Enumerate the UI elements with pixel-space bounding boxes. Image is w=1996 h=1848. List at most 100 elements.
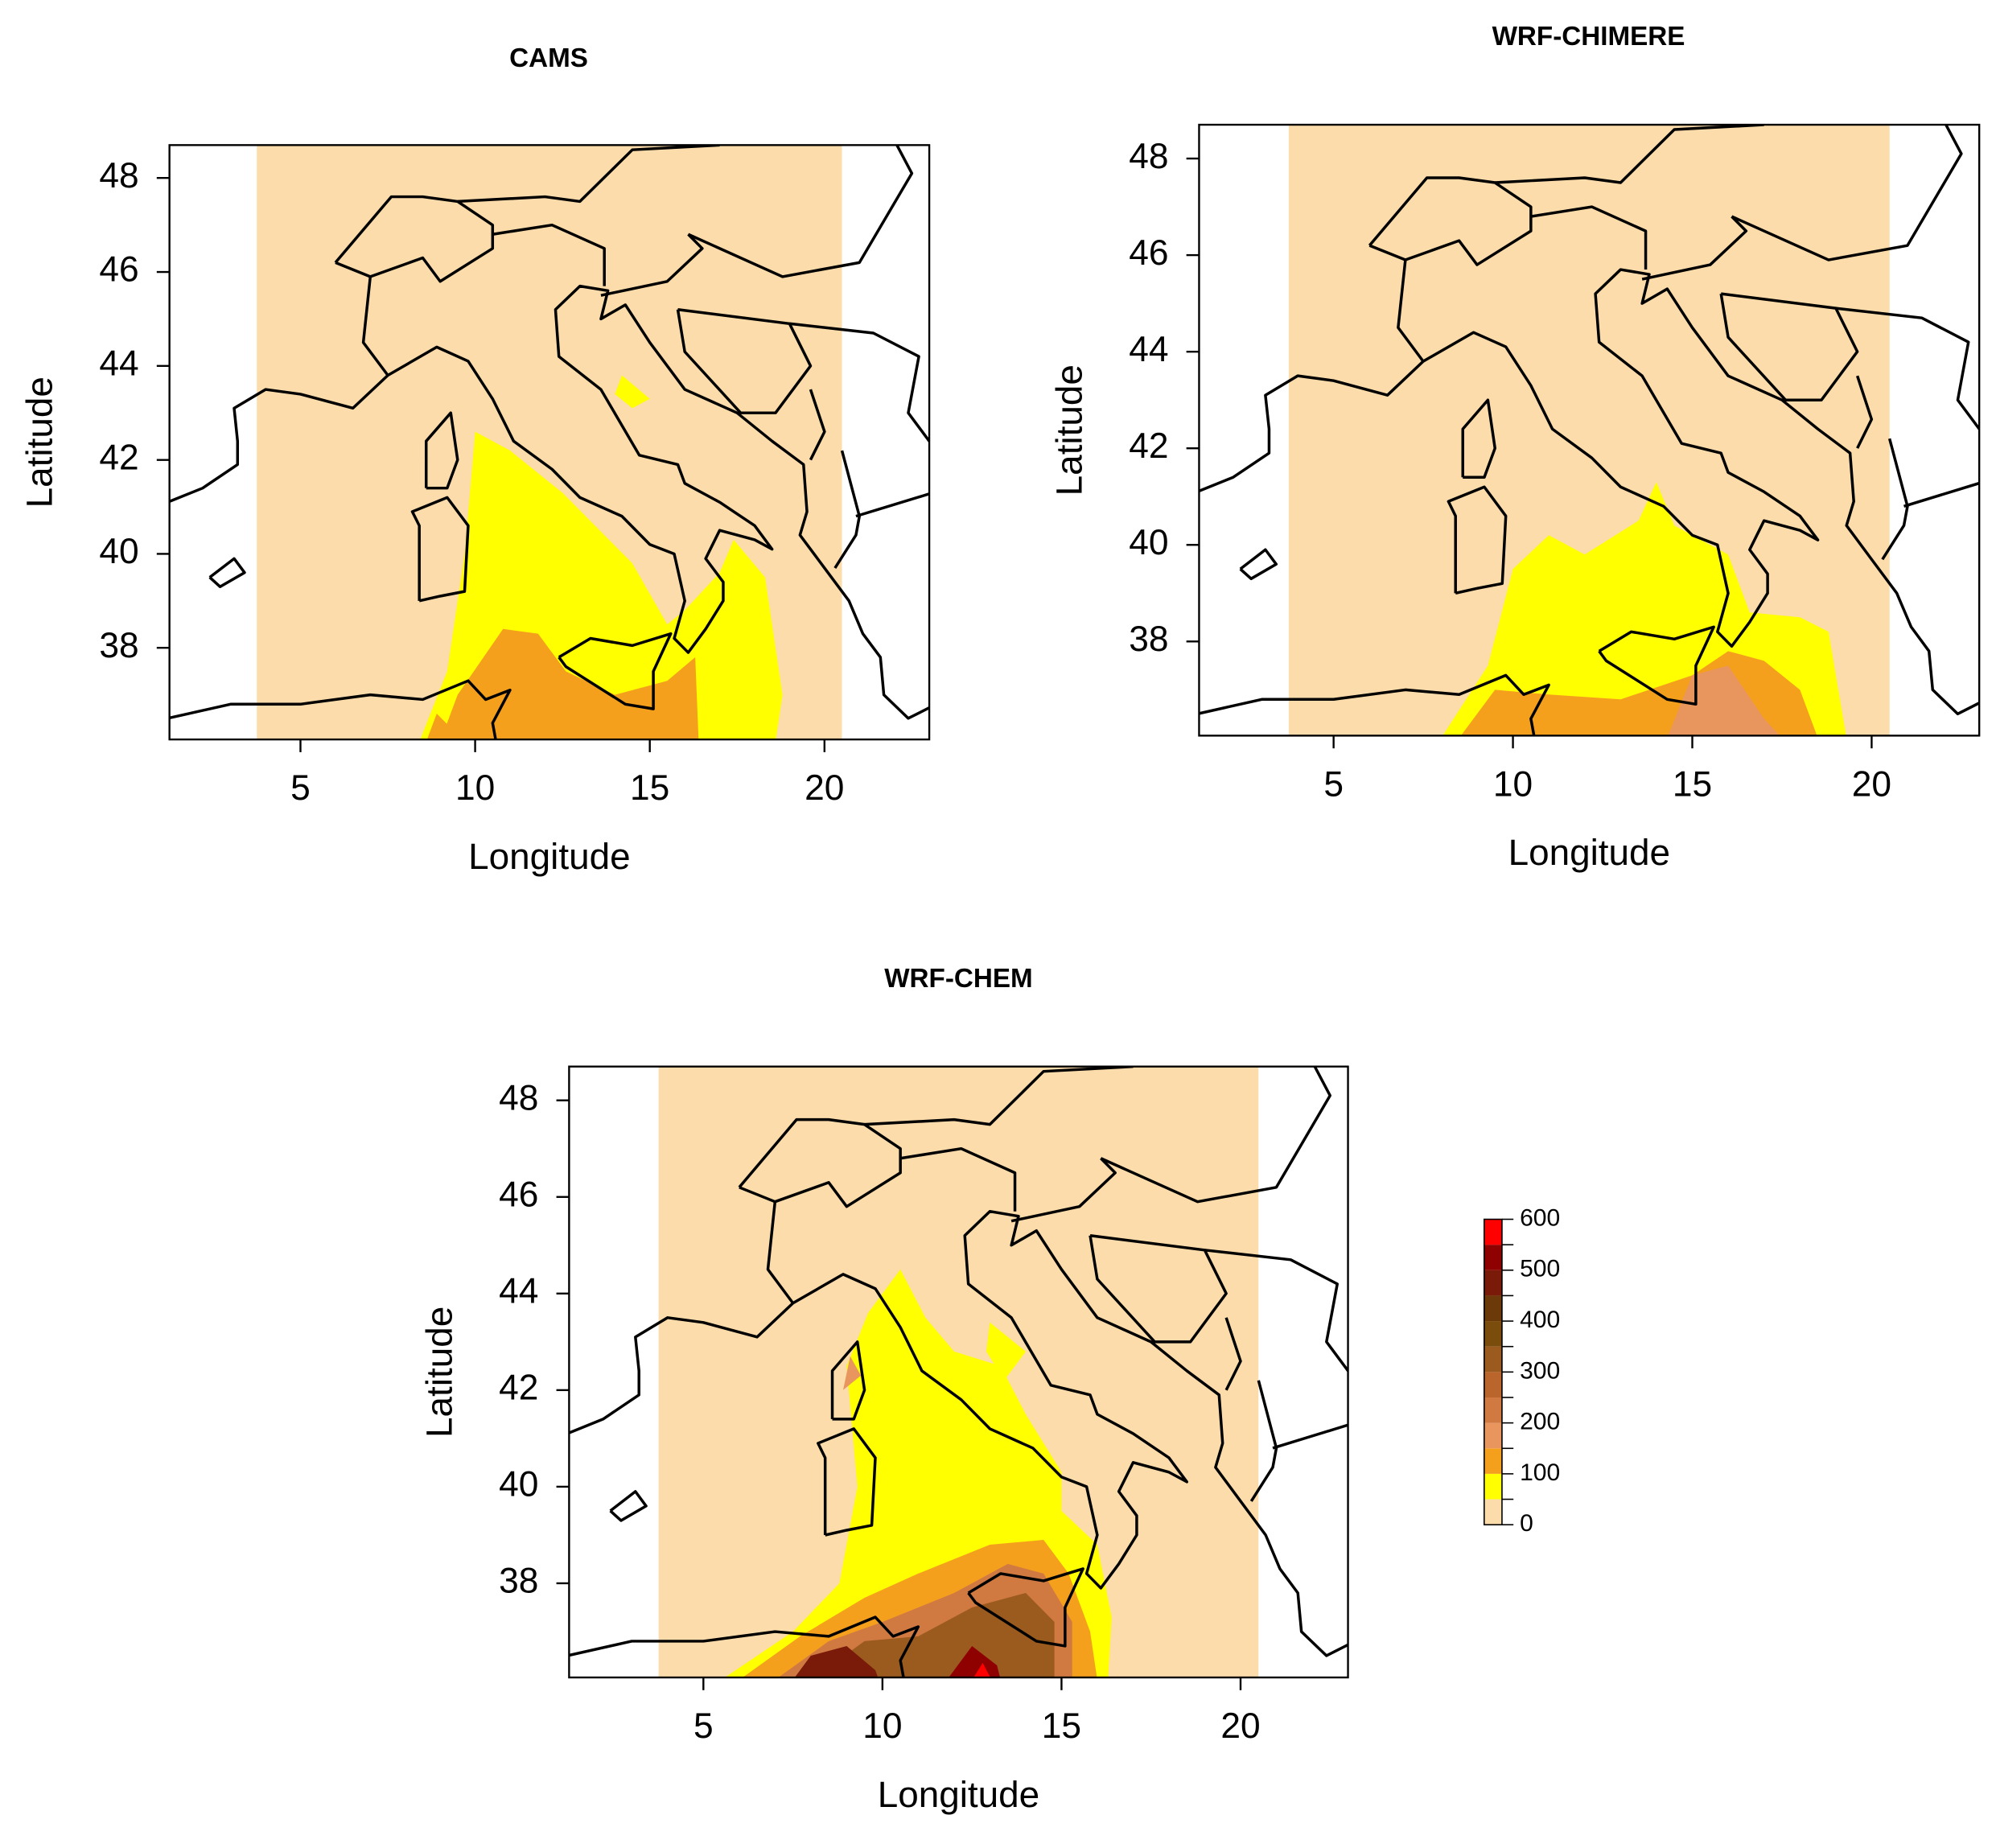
concentration-area bbox=[986, 1322, 1026, 1381]
x-tick-label: 15 bbox=[630, 768, 669, 808]
coastline bbox=[1903, 481, 1980, 508]
coastline bbox=[687, 145, 914, 278]
map-panel: 5 10 15 20 38 40 42 44 46 48 WRF-CHEM Longitude Lati… bbox=[418, 964, 1349, 1815]
coastline bbox=[1272, 1423, 1348, 1450]
coastline bbox=[1641, 215, 1748, 281]
y-tick-label: 40 bbox=[99, 532, 138, 571]
y-tick-label: 42 bbox=[499, 1369, 538, 1408]
map-title: CAMS bbox=[509, 43, 588, 73]
y-tick-label: 38 bbox=[499, 1562, 538, 1601]
coastline bbox=[361, 276, 389, 377]
x-tick-label: 15 bbox=[1042, 1706, 1081, 1746]
y-tick-label: 46 bbox=[99, 250, 138, 290]
y-tick-label: 44 bbox=[99, 344, 138, 384]
map-title: WRF-CHIMERE bbox=[1492, 22, 1685, 51]
map-panel: 5 10 15 20 38 40 42 44 46 48 CAMS Longitude Latitude bbox=[19, 43, 931, 877]
coastline bbox=[1249, 1380, 1278, 1502]
y-axis-label: Latitude bbox=[19, 377, 60, 508]
coastline bbox=[558, 632, 673, 710]
coastline bbox=[809, 389, 826, 461]
color-bar-label: 600 bbox=[1520, 1204, 1560, 1231]
color-bar-label: 100 bbox=[1520, 1459, 1560, 1486]
coastline bbox=[410, 496, 470, 603]
y-tick-label: 48 bbox=[1129, 137, 1168, 176]
x-tick-label: 10 bbox=[455, 768, 495, 808]
y-tick-label: 38 bbox=[99, 626, 138, 665]
y-tick-label: 40 bbox=[1129, 523, 1168, 562]
coastline bbox=[789, 322, 930, 444]
concentration-area bbox=[949, 1645, 1001, 1678]
coastline bbox=[1461, 398, 1496, 479]
coastline bbox=[1881, 438, 1909, 561]
x-tick-label: 15 bbox=[1673, 764, 1712, 804]
x-axis-label: Longitude bbox=[878, 1773, 1039, 1815]
coastline bbox=[1199, 673, 1550, 736]
color-bar-segment bbox=[1484, 1245, 1502, 1270]
coastline bbox=[738, 1117, 902, 1208]
plot-frame bbox=[568, 1065, 1349, 1679]
plot-frame bbox=[1198, 123, 1981, 737]
x-tick-label: 20 bbox=[1852, 764, 1891, 804]
x-tick-label: 20 bbox=[1220, 1706, 1260, 1746]
coastline bbox=[1010, 1157, 1117, 1223]
concentration-area bbox=[615, 375, 650, 409]
map-area bbox=[1199, 125, 1980, 736]
x-tick-label: 10 bbox=[1493, 764, 1533, 804]
color-bar-segment bbox=[1484, 1295, 1502, 1322]
y-tick-label: 46 bbox=[499, 1175, 538, 1214]
coastline bbox=[600, 233, 704, 297]
x-tick-label: 5 bbox=[1323, 764, 1344, 804]
y-axis-label: Latitude bbox=[1047, 364, 1089, 496]
color-bar-label: 300 bbox=[1520, 1357, 1560, 1384]
x-tick-label: 10 bbox=[862, 1706, 902, 1746]
y-tick-label: 46 bbox=[1129, 233, 1168, 273]
coastline bbox=[569, 1615, 920, 1678]
coastline bbox=[1224, 1317, 1242, 1391]
color-bar-segment bbox=[1484, 1270, 1502, 1296]
concentration-area bbox=[441, 628, 699, 740]
y-tick-label: 44 bbox=[1129, 330, 1168, 369]
y-axis-label: Latitude bbox=[418, 1307, 459, 1438]
coastline bbox=[169, 679, 512, 740]
coastline bbox=[1199, 268, 1980, 716]
coastline bbox=[1100, 1066, 1331, 1204]
coastline bbox=[569, 1209, 1348, 1657]
color-bar-segment bbox=[1484, 1473, 1502, 1500]
coastline bbox=[334, 195, 495, 283]
color-bar-label: 0 bbox=[1520, 1510, 1533, 1537]
coastline bbox=[169, 284, 930, 720]
coastline bbox=[899, 1146, 1017, 1212]
plot-frame bbox=[168, 144, 931, 741]
x-axis-label: Longitude bbox=[1508, 831, 1670, 873]
x-axis-label: Longitude bbox=[468, 835, 630, 877]
color-bar-segment bbox=[1484, 1372, 1502, 1397]
coastline bbox=[492, 223, 606, 286]
y-tick-label: 42 bbox=[99, 438, 138, 477]
y-tick-label: 38 bbox=[1129, 619, 1168, 659]
coastline bbox=[1598, 625, 1715, 706]
y-tick-label: 44 bbox=[499, 1272, 538, 1311]
coastline bbox=[864, 1066, 1134, 1126]
x-tick-label: 5 bbox=[693, 1706, 714, 1746]
y-tick-label: 48 bbox=[499, 1078, 538, 1117]
concentration-area bbox=[842, 1356, 862, 1390]
coastline bbox=[424, 411, 459, 490]
y-tick-label: 40 bbox=[499, 1465, 538, 1504]
coastline bbox=[1204, 1249, 1348, 1373]
color-bar-frame bbox=[1484, 1218, 1503, 1525]
color-bar-label: 500 bbox=[1520, 1256, 1560, 1282]
x-tick-label: 20 bbox=[805, 768, 844, 808]
color-bar-segment bbox=[1484, 1219, 1502, 1245]
x-tick-label: 5 bbox=[290, 768, 311, 808]
coastline bbox=[609, 1490, 648, 1522]
map-title: WRF-CHEM bbox=[884, 964, 1033, 994]
color-bar-segment bbox=[1484, 1397, 1502, 1423]
color-bar-segment bbox=[1484, 1422, 1502, 1449]
color-bar-label: 200 bbox=[1520, 1409, 1560, 1435]
concentration-area bbox=[426, 714, 454, 740]
coastline bbox=[855, 492, 930, 518]
map-area bbox=[169, 145, 930, 740]
concentration-area bbox=[973, 1662, 991, 1678]
coastline bbox=[830, 1340, 866, 1421]
